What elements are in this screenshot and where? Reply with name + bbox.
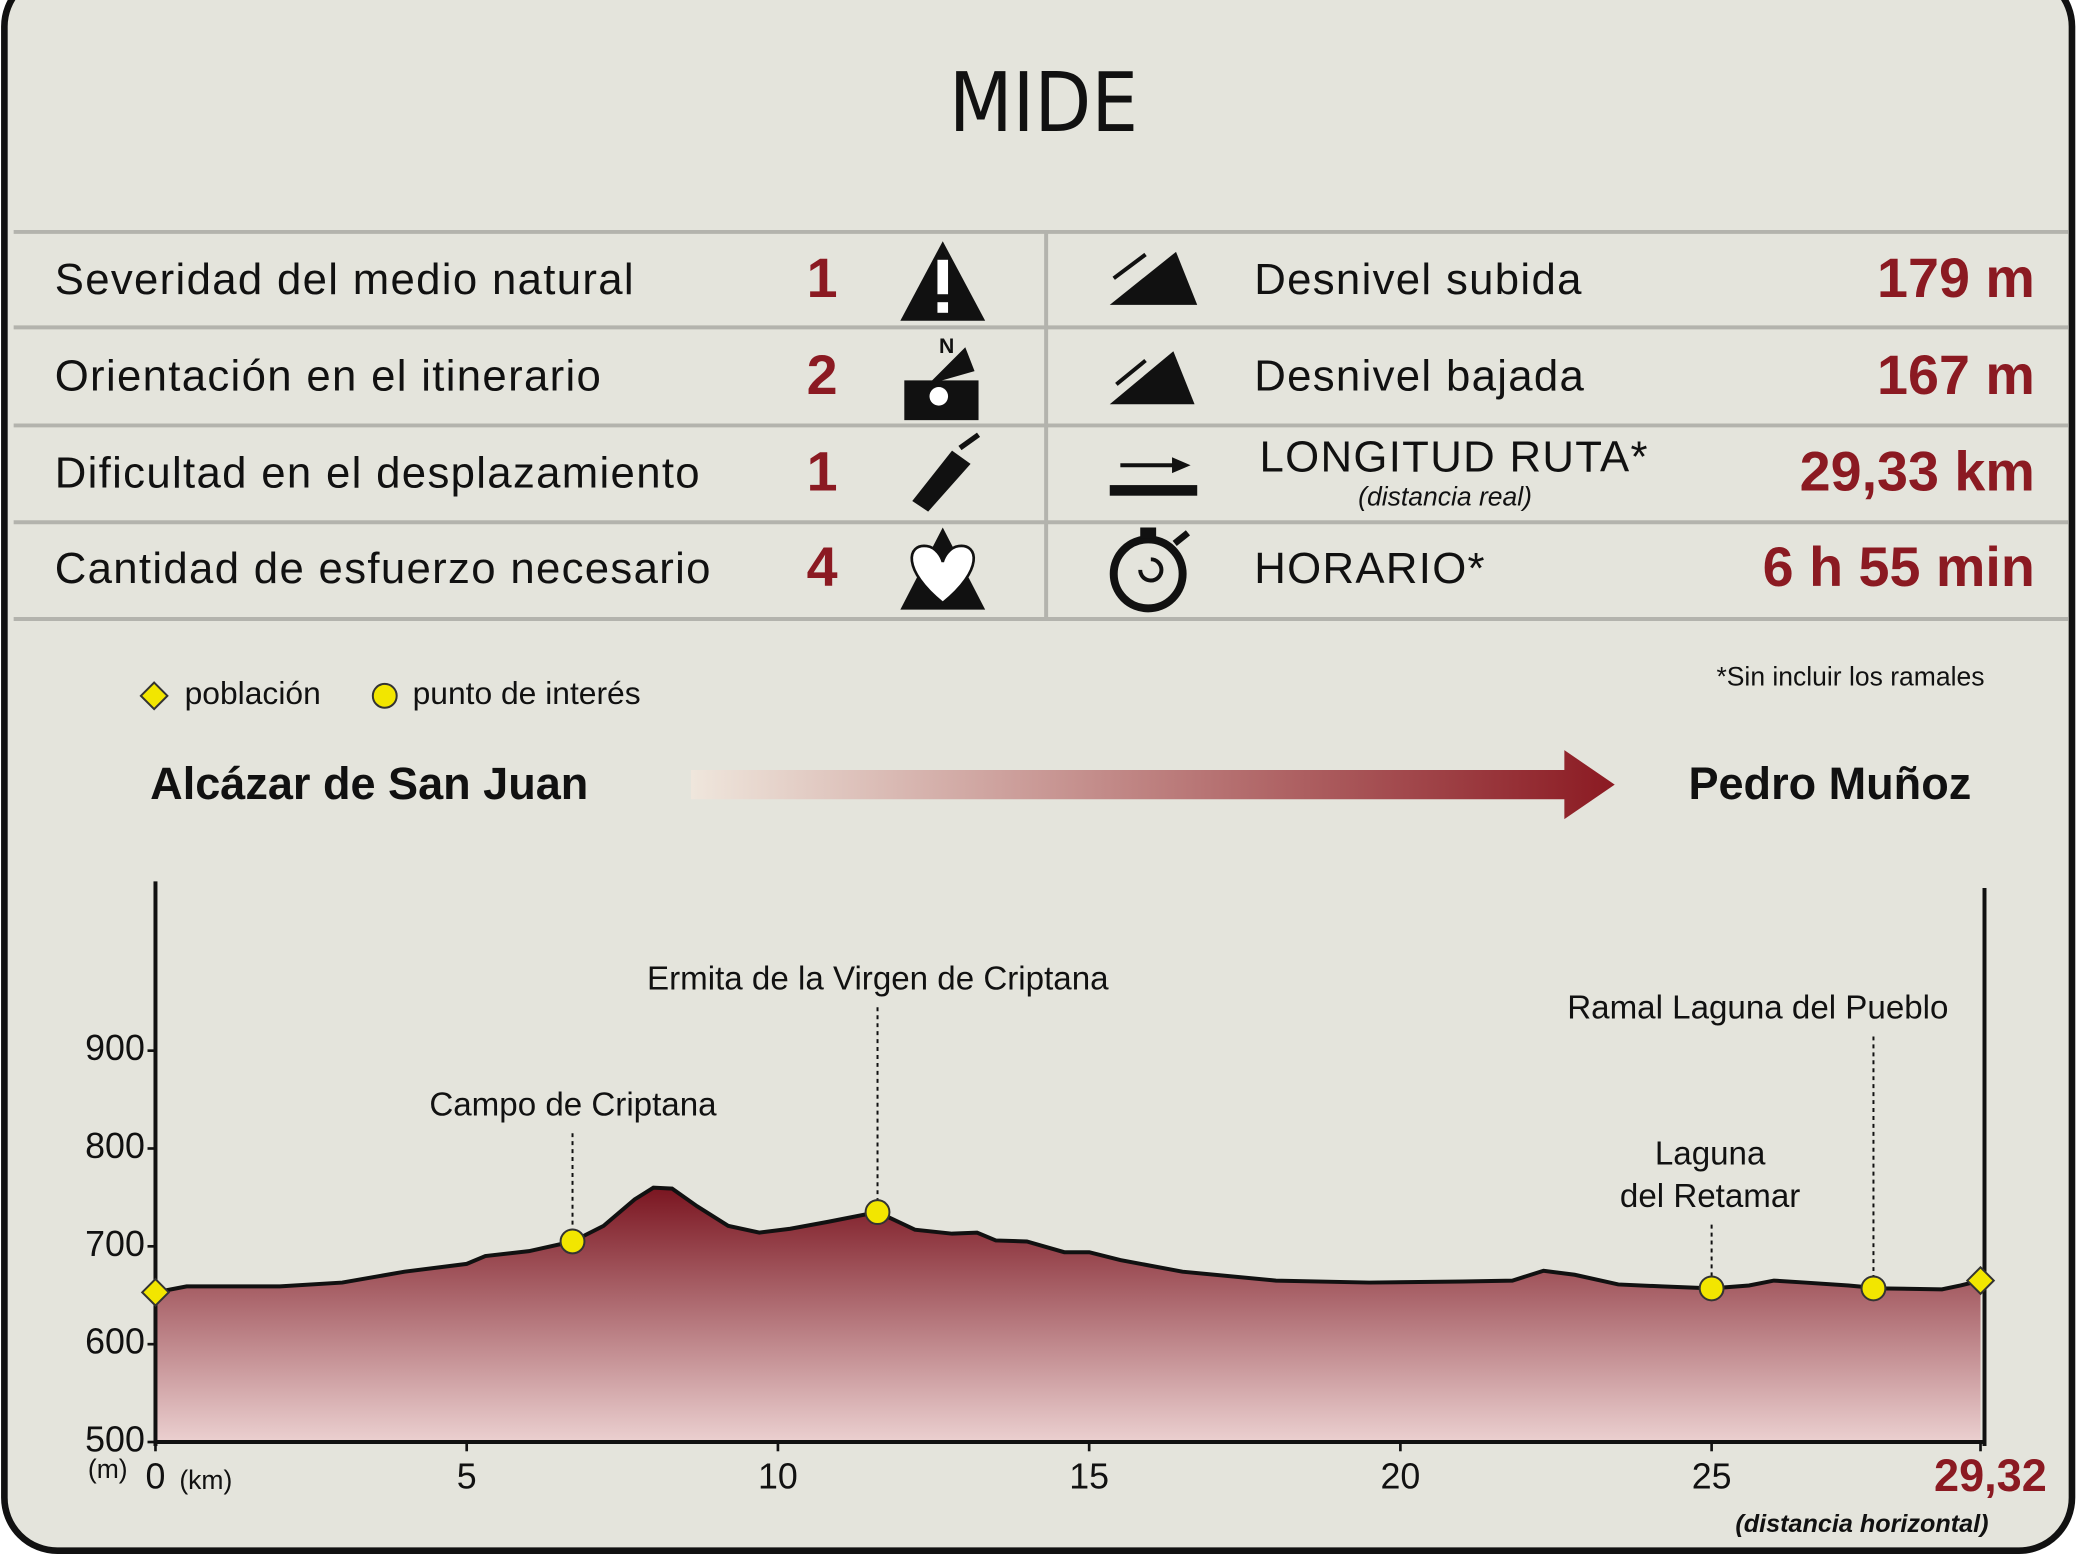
title: MIDE (949, 56, 1138, 151)
y-unit: (m) (88, 1454, 128, 1484)
icon-ascent (1109, 251, 1198, 305)
mide-value: 2 (807, 344, 838, 406)
mide-label: Severidad del medio natural (55, 255, 635, 304)
y-tick-label: 500 (85, 1419, 145, 1459)
legend-label: población (185, 675, 321, 711)
mide-value: 1 (807, 247, 838, 309)
icon-terrain (912, 432, 981, 512)
icon-effort (900, 527, 986, 610)
mide-label: Cantidad de esfuerzo necesario (55, 544, 712, 593)
profile-line (155, 1185, 1981, 1295)
route-arrow (690, 750, 1615, 820)
area (155, 1187, 1981, 1443)
town-marker (1965, 1265, 1996, 1296)
stat-label: HORARIO* (1254, 544, 1486, 593)
annotation: Laguna (1655, 1135, 1766, 1172)
mide-value: 1 (807, 441, 838, 503)
elevation-profile: 500 600 700 800 900 0 5 10 15 20 25 29,32 (m) (km) (di… (85, 881, 2047, 1538)
town-marker (140, 1277, 171, 1307)
icon-distance (1109, 457, 1198, 496)
route-from: Alcázar de San Juan (150, 758, 588, 809)
stat-label: LONGITUD RUTA* (1260, 432, 1649, 481)
mide-value: 4 (807, 536, 838, 598)
note: *Sin incluir los ramales (1716, 662, 1984, 692)
poi-marker (864, 1199, 891, 1226)
y-tick-label: 800 (85, 1126, 145, 1166)
stat-sublabel: (distancia real) (1358, 481, 1532, 511)
poi-marker (1698, 1275, 1725, 1302)
x-tick-label: 10 (758, 1457, 798, 1497)
x-tick-label: 20 (1380, 1457, 1420, 1497)
route-to: Pedro Muñoz (1688, 758, 1971, 809)
table-grid (13, 229, 2068, 621)
annotation: Ramal Laguna del Pueblo (1567, 990, 1948, 1027)
legend-label: punto de interés (413, 675, 641, 711)
y-tick-label: 700 (85, 1224, 145, 1264)
x-unit: (km) (179, 1465, 232, 1495)
table-rows: Severidad del medio natural 1 Orientación … (55, 247, 2035, 598)
x-tick-label: 25 (1692, 1457, 1732, 1497)
annotation: del Retamar (1620, 1178, 1800, 1215)
icon-time (1109, 527, 1191, 613)
mide-label: Orientación en el itinerario (55, 352, 602, 401)
legend-diamond (139, 681, 169, 711)
x-tick-label: 0 (146, 1457, 166, 1497)
stat-value: 167 m (1877, 344, 2035, 406)
stat-value: 179 m (1877, 247, 2035, 309)
stat-value: 6 h 55 min (1763, 536, 2035, 598)
icon-letter: N (939, 335, 954, 358)
x-note: (distancia horizontal) (1735, 1510, 1988, 1538)
icon-severity (900, 241, 986, 321)
y-tick-label: 600 (85, 1322, 145, 1362)
poi-marker (1860, 1275, 1887, 1302)
icon-descent (1109, 351, 1195, 405)
mide-label: Dificultad en el desplazamiento (55, 448, 701, 497)
stat-value: 29,33 km (1800, 441, 2035, 503)
annotation: Ermita de la Virgen de Criptana (647, 961, 1109, 998)
x-tick-label: 15 (1069, 1457, 1109, 1497)
legend-circle (371, 682, 398, 709)
annotation: Campo de Criptana (429, 1086, 717, 1123)
poi-marker (559, 1228, 586, 1255)
x-tick-label: 5 (457, 1457, 477, 1497)
stat-label: Desnivel bajada (1254, 352, 1585, 401)
icon-orientation: N (904, 335, 979, 421)
x-tick-label: 29,32 (1934, 1450, 2047, 1501)
y-tick-label: 900 (85, 1028, 145, 1068)
stat-label: Desnivel subida (1254, 255, 1583, 304)
